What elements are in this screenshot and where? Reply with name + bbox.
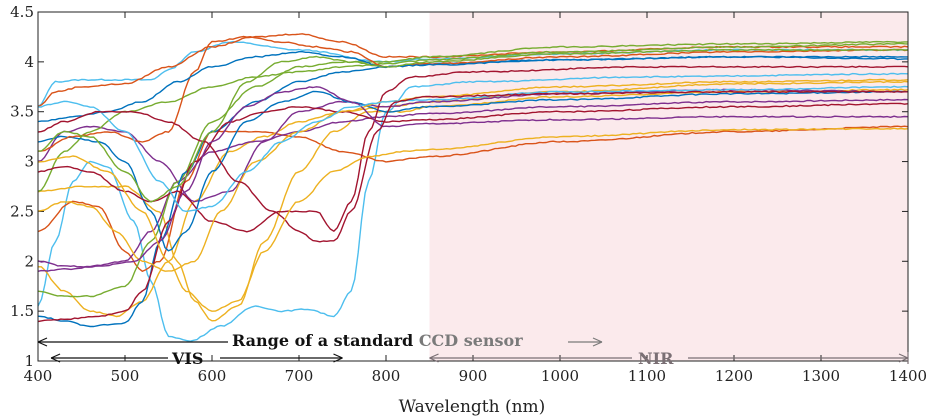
series-line-s4 [37, 125, 909, 272]
nir-label: NIR [638, 349, 674, 368]
x-tick-label: 1400 [889, 367, 927, 385]
series-line-s20 [37, 90, 908, 243]
x-tick-label: 1100 [628, 367, 666, 385]
series-line-s22 [37, 48, 909, 203]
plot-frame [37, 11, 909, 362]
nir-arrow-left-head [429, 353, 439, 363]
series-line-s12 [37, 90, 908, 252]
y-tick-label: 1 [24, 352, 34, 370]
y-tick-label: 2.5 [10, 202, 34, 220]
range-arrows [37, 337, 909, 364]
series-line-s14 [37, 65, 909, 233]
x-tick-label: 800 [372, 367, 401, 385]
series-line-s18 [37, 86, 909, 272]
y-tick-label: 1.5 [10, 302, 34, 320]
x-tick-label: 1300 [802, 367, 840, 385]
vis-arrow-left-head [50, 353, 61, 363]
x-tick-label: 700 [285, 367, 314, 385]
series-line-s19 [37, 85, 909, 212]
x-axis-title: Wavelength (nm) [399, 397, 546, 417]
ccd-arrow-left-head [37, 337, 48, 347]
ccd-arrow-right-head [592, 337, 603, 347]
series-line-s9 [37, 42, 909, 192]
vis-arrow-right-head [333, 353, 343, 363]
x-tick-label: 1000 [541, 367, 579, 385]
ccd-range-label: Range of a standard CCD sensor [232, 331, 523, 350]
tick-labels: 400 500 600 700 800 900 1000 1100 1200 1300 1400 1 1… [10, 3, 927, 385]
series-line-s21 [37, 127, 909, 312]
series-line-s16 [37, 78, 909, 272]
x-tick-label: 400 [24, 367, 53, 385]
y-tick-label: 3.5 [10, 103, 34, 121]
x-tick-label: 600 [198, 367, 227, 385]
series-lines [37, 33, 909, 342]
y-tick-label: 4.5 [10, 3, 34, 21]
x-tick-label: 1200 [715, 367, 753, 385]
series-line-s17 [37, 51, 908, 123]
nir-shaded-region [429, 12, 908, 361]
series-line-s2 [37, 72, 909, 342]
series-line-s10 [37, 40, 908, 298]
y-tick-label: 3 [24, 153, 34, 171]
x-tick-label: 900 [459, 367, 488, 385]
vis-label: VIS [171, 349, 203, 368]
series-line-s15 [37, 35, 909, 152]
nir-arrow-right-head [898, 353, 909, 363]
x-tick-label: 500 [111, 367, 140, 385]
y-tick-label: 4 [24, 53, 34, 71]
y-tick-label: 2 [24, 252, 34, 270]
